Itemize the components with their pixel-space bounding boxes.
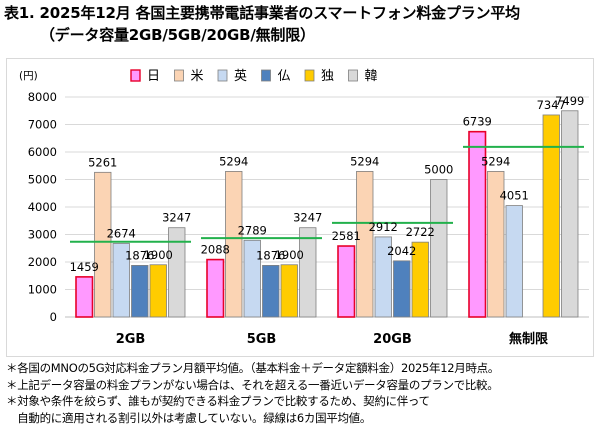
data-label: 1876 — [125, 248, 154, 262]
note-4: 自動的に適用される割引以外は考慮していない。緑線は6カ国平均値。 — [6, 410, 372, 425]
data-label: 2789 — [238, 223, 267, 237]
data-label: 2581 — [332, 229, 361, 243]
data-label: 7347 — [537, 98, 566, 112]
y-tick-label: 8000 — [28, 90, 57, 104]
data-label: 2912 — [369, 220, 398, 234]
note-3: ＊対象や条件を絞らず、誰もが契約できる料金プランで比較するため、契約に伴って — [6, 394, 430, 408]
bar — [112, 243, 130, 318]
legend-swatch — [217, 69, 228, 82]
data-label-layer: 1459526126741876190032472088529427891876… — [70, 94, 585, 274]
bar — [411, 241, 429, 318]
data-label: 2722 — [406, 225, 435, 239]
legend-swatch — [348, 69, 358, 82]
data-label: 2088 — [201, 243, 230, 257]
y-tick-label: 2000 — [28, 255, 57, 269]
bar — [468, 130, 487, 318]
x-category-label: 20GB — [373, 332, 412, 347]
bar — [430, 179, 448, 318]
bar — [299, 227, 317, 318]
bar — [561, 110, 579, 318]
x-category-label: 2GB — [116, 332, 146, 347]
legend-label: 英 — [234, 69, 247, 84]
bar — [487, 171, 505, 318]
y-unit-label: (円) — [19, 70, 38, 82]
bar-chart: 0 1000 2000 3000 4000 5000 6000 7000 8000 (円) 2GB 5… — [19, 69, 589, 347]
legend-swatch — [174, 69, 184, 82]
y-tick-label: 5000 — [28, 173, 57, 187]
legend-swatch — [304, 69, 315, 82]
average-layer — [70, 145, 584, 243]
notes: ＊各国のMNOの5G対応料金プラン月額平均値。（基本料金＋データ定額料金）202… — [6, 360, 499, 426]
y-tick-label: 0 — [50, 310, 57, 324]
x-category-label: 5GB — [247, 332, 277, 347]
legend-swatch — [130, 69, 141, 82]
bar — [356, 171, 374, 318]
data-label: 2042 — [387, 244, 416, 258]
data-label: 5294 — [481, 154, 510, 168]
bar — [280, 264, 298, 318]
y-tick-label: 1000 — [28, 283, 57, 297]
bar — [374, 236, 392, 318]
y-tick-label: 7000 — [28, 118, 57, 132]
data-label: 1900 — [275, 248, 304, 262]
bar — [243, 239, 261, 318]
chart-frame: 0 1000 2000 3000 4000 5000 6000 7000 8000 (円) 2GB 5… — [6, 58, 594, 357]
x-category-label: 無制限 — [509, 331, 549, 347]
bar — [75, 276, 94, 318]
data-label: 6739 — [463, 115, 492, 129]
data-label: 4051 — [500, 189, 529, 203]
data-label: 1900 — [144, 248, 173, 262]
data-label: 5000 — [424, 163, 453, 177]
data-label: 3247 — [162, 211, 191, 225]
bar-layer — [75, 110, 579, 318]
legend-label: 仏 — [278, 69, 291, 84]
bar — [262, 265, 280, 318]
data-label: 7499 — [555, 94, 584, 108]
data-label: 1459 — [70, 260, 99, 274]
y-tick-label: 3000 — [28, 228, 57, 242]
page-title: 表1. 2025年12月 各国主要携帯電話事業者のスマートフォン料金プラン平均 — [4, 4, 520, 22]
legend-label: 日 — [147, 69, 160, 84]
data-label: 5294 — [219, 154, 248, 168]
y-tick-label: 4000 — [28, 200, 57, 214]
bar — [168, 227, 186, 318]
data-label: 1876 — [256, 248, 285, 262]
legend: 日米英仏独韓 — [130, 69, 378, 84]
data-label: 2674 — [107, 226, 136, 240]
note-1: ＊各国のMNOの5G対応料金プラン月額平均値。（基本料金＋データ定額料金）202… — [6, 361, 500, 375]
page-subtitle: （データ容量2GB/5GB/20GB/無制限） — [40, 26, 315, 44]
legend-swatch — [261, 69, 271, 82]
bar — [206, 258, 225, 318]
bar — [94, 171, 112, 318]
bar — [542, 114, 560, 318]
legend-label: 米 — [191, 69, 204, 84]
bar — [131, 265, 149, 318]
data-label: 5261 — [88, 155, 117, 169]
note-2: ＊上記データ容量の料金プランがない場合は、それを超える一番近いデータ容量のプラン… — [6, 377, 499, 392]
bar — [225, 171, 243, 318]
data-label: 5294 — [350, 154, 379, 168]
y-tick-label: 6000 — [28, 145, 57, 159]
bar — [337, 245, 356, 318]
bar — [149, 264, 167, 318]
legend-label: 韓 — [365, 69, 378, 84]
data-label: 3247 — [293, 211, 322, 225]
bar — [505, 205, 523, 318]
legend-label: 独 — [321, 69, 334, 84]
bar — [393, 260, 411, 318]
